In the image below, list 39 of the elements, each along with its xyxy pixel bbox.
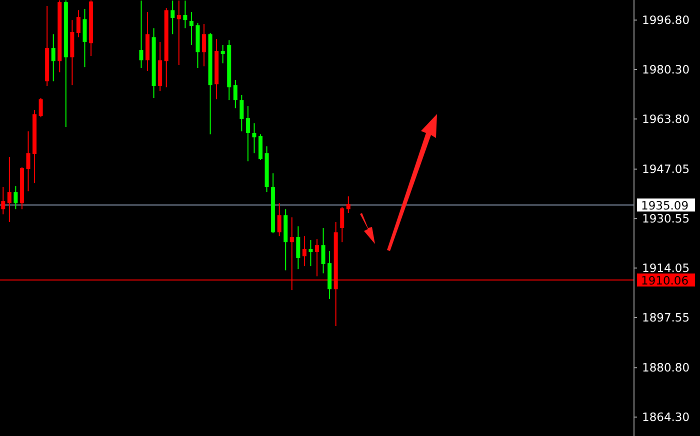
- candlestick: [240, 94, 244, 132]
- candlestick: [346, 196, 350, 214]
- candlestick: [189, 11, 194, 46]
- ref-line-label: 1910.06: [641, 274, 689, 288]
- candlestick: [82, 8, 87, 68]
- candlestick: [252, 122, 256, 154]
- candlestick: [76, 10, 80, 38]
- candlestick: [296, 226, 300, 270]
- candlestick: [1, 186, 6, 215]
- candlestick: [233, 80, 238, 109]
- candlestick: [51, 34, 56, 82]
- candlestick: [315, 238, 319, 277]
- candlestick: [246, 106, 250, 162]
- candlestick: [183, 0, 188, 29]
- candlestick: [321, 228, 326, 274]
- candlestick: [258, 134, 263, 161]
- candlestick: [340, 206, 344, 243]
- y-tick-label: 1914.05: [642, 261, 690, 276]
- candlestick: [202, 23, 206, 67]
- y-tick-label: 1880.80: [642, 360, 690, 375]
- y-tick-label: 1930.55: [642, 212, 690, 226]
- candlestick: [308, 240, 313, 267]
- y-tick-label: 1996.80: [642, 13, 690, 28]
- candlestick: [14, 186, 18, 210]
- candlestick: [220, 44, 225, 64]
- y-tick-label: 1897.55: [642, 310, 690, 325]
- candlestick: [139, 0, 144, 69]
- candlestick: [7, 156, 12, 223]
- candlestick: [38, 97, 43, 118]
- ref-line-label: 1935.09: [641, 198, 689, 213]
- candlestick: [277, 202, 282, 237]
- y-tick-label: 1963.80: [642, 112, 690, 126]
- y-tick-label: 1864.30: [642, 410, 690, 424]
- candlestick: [26, 130, 30, 192]
- candlestick: [176, 0, 181, 66]
- y-tick-label: 1980.30: [642, 62, 690, 77]
- candlestick: [302, 236, 306, 267]
- y-tick-label: 1947.05: [642, 162, 690, 176]
- candlestick: [170, 0, 175, 35]
